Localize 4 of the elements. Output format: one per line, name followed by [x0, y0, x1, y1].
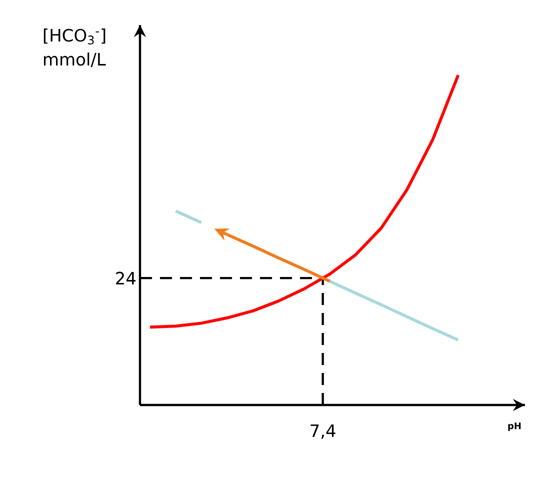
y-axis-title: [HCO$_{3}$$^{-}$] mmol/L [44, 28, 106, 68]
x-axis-title: pH [508, 422, 521, 431]
text: 7,4 [310, 424, 336, 439]
text: 24 [116, 272, 136, 284]
